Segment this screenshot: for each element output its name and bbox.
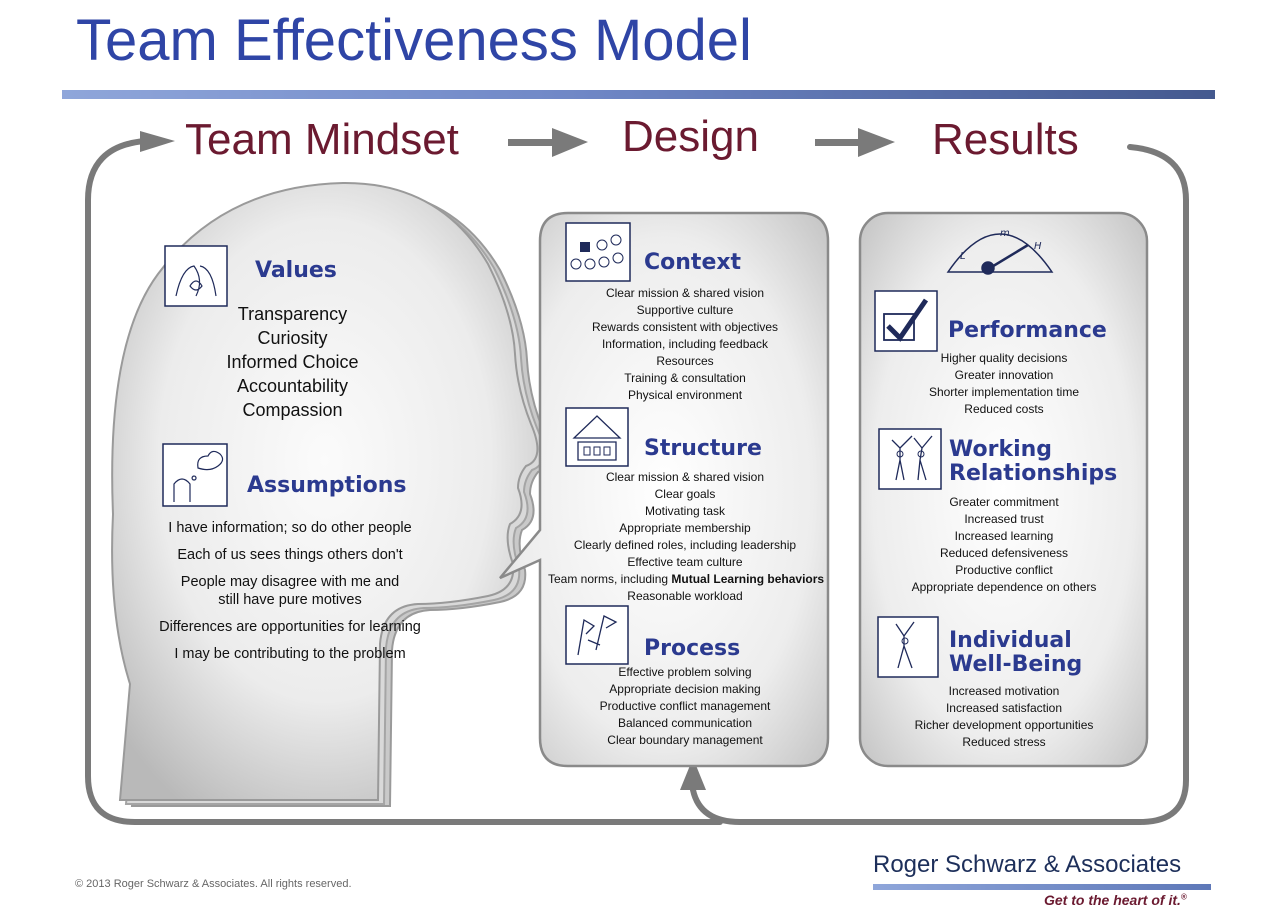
structure-list: Clear mission & shared vision Clear goal… xyxy=(548,469,825,605)
assumption-item: I have information; so do other people xyxy=(168,520,412,536)
context-title: Context xyxy=(644,250,742,275)
context-item: Rewards consistent with objectives xyxy=(591,320,779,334)
copyright-notice: © 2013 Roger Schwarz & Associates. All r… xyxy=(75,878,352,890)
checkbox-icon xyxy=(874,290,938,352)
context-item: Training & consultation xyxy=(624,371,746,385)
performance-item: Greater innovation xyxy=(954,368,1054,382)
values-item: Curiosity xyxy=(257,328,328,348)
performance-item: Higher quality decisions xyxy=(940,351,1068,365)
performance-item: Shorter implementation time xyxy=(928,385,1080,399)
stage-design: Design xyxy=(622,112,759,161)
thinking-person-icon xyxy=(162,443,228,507)
relationships-list: Greater commitment Increased trust Incre… xyxy=(874,494,1134,596)
relationships-title-line1: Working xyxy=(949,437,1053,462)
structure-title: Structure xyxy=(644,436,762,461)
structure-item: Effective team culture xyxy=(627,555,743,569)
context-item: Clear mission & shared vision xyxy=(605,286,765,300)
performance-item: Reduced costs xyxy=(964,402,1044,416)
structure-item: Reasonable workload xyxy=(627,589,743,603)
wellbeing-title: Individual Well-Being xyxy=(949,629,1082,677)
gauge-label-mid: m xyxy=(1000,228,1010,239)
assumptions-list: I have information; so do other people E… xyxy=(140,519,440,672)
person-arms-raised-icon xyxy=(877,616,939,678)
tagline: Get to the heart of it.® xyxy=(1044,892,1187,908)
page-title: Team Effectiveness Model xyxy=(76,8,752,73)
process-list: Effective problem solving Appropriate de… xyxy=(554,664,816,749)
assumption-item: People may disagree with me and still ha… xyxy=(180,574,400,608)
assumptions-title: Assumptions xyxy=(247,473,407,498)
wellbeing-list: Increased motivation Increased satisfact… xyxy=(874,683,1134,751)
relationships-item: Reduced defensiveness xyxy=(939,546,1069,560)
values-item: Accountability xyxy=(236,376,349,396)
hands-icon xyxy=(164,245,228,307)
trademark-symbol: ® xyxy=(1180,892,1187,902)
relationships-item: Greater commitment xyxy=(949,495,1059,509)
gauge-label-low: L xyxy=(960,251,966,262)
structure-item-norms: Team norms, including Mutual Learning be… xyxy=(548,571,825,588)
structure-item: Clear mission & shared vision xyxy=(605,470,765,484)
norms-bold: Mutual Learning behaviors xyxy=(671,572,825,586)
values-item: Transparency xyxy=(237,304,348,324)
process-item: Effective problem solving xyxy=(618,665,752,679)
context-item: Resources xyxy=(656,354,714,368)
house-icon xyxy=(565,407,629,467)
process-flags-icon xyxy=(565,605,629,665)
company-name: Roger Schwarz & Associates xyxy=(873,851,1182,878)
tagline-text: Get to the heart of it. xyxy=(1044,892,1181,908)
process-item: Balanced communication xyxy=(617,716,753,730)
process-item: Appropriate decision making xyxy=(609,682,761,696)
wellbeing-item: Increased motivation xyxy=(948,684,1060,698)
context-list: Clear mission & shared vision Supportive… xyxy=(554,285,816,404)
process-item: Clear boundary management xyxy=(607,733,763,747)
wellbeing-item: Reduced stress xyxy=(962,735,1046,749)
structure-item: Appropriate membership xyxy=(619,521,751,535)
context-item: Information, including feedback xyxy=(601,337,769,351)
wellbeing-title-line2: Well-Being xyxy=(949,651,1083,677)
values-title: Values xyxy=(255,258,337,283)
company-underline xyxy=(873,884,1211,890)
stage-team-mindset: Team Mindset xyxy=(185,115,459,164)
process-item: Productive conflict management xyxy=(599,699,771,713)
assumption-item: Each of us sees things others don't xyxy=(177,547,403,563)
relationships-title: Working Relationships xyxy=(949,438,1117,486)
context-item: Supportive culture xyxy=(636,303,734,317)
relationships-title-line2: Relationships xyxy=(949,460,1118,486)
gauge-label-high: H xyxy=(1034,241,1042,252)
wellbeing-title-line1: Individual xyxy=(949,628,1072,653)
structure-item: Clear goals xyxy=(654,487,716,501)
relationships-item: Increased learning xyxy=(954,529,1054,543)
context-item: Physical environment xyxy=(627,388,743,402)
relationships-item: Appropriate dependence on others xyxy=(911,580,1097,594)
structure-item: Clearly defined roles, including leaders… xyxy=(573,538,797,552)
process-title: Process xyxy=(644,636,741,661)
stage-arrow-2 xyxy=(815,128,895,157)
wellbeing-item: Increased satisfaction xyxy=(945,701,1063,715)
title-underline xyxy=(62,90,1215,99)
wellbeing-item: Richer development opportunities xyxy=(914,718,1094,732)
relationships-item: Productive conflict xyxy=(955,563,1053,577)
stage-results: Results xyxy=(932,115,1079,164)
gauge-icon xyxy=(946,233,1054,275)
assumption-item: I may be contributing to the problem xyxy=(174,646,406,662)
relationships-item: Increased trust xyxy=(964,512,1044,526)
stage-arrow-1 xyxy=(508,128,588,157)
values-item: Compassion xyxy=(242,400,343,420)
values-list: Transparency Curiosity Informed Choice A… xyxy=(190,302,395,422)
head-silhouette xyxy=(111,181,551,807)
context-grid-icon xyxy=(565,222,631,282)
loop-arrowhead-up xyxy=(680,758,706,790)
performance-list: Higher quality decisions Greater innovat… xyxy=(874,350,1134,418)
norms-prefix: Team norms, including xyxy=(548,572,672,586)
loop-arrowhead-right xyxy=(140,131,175,152)
feedback-loop-arrow xyxy=(85,138,1189,825)
assumption-item: Differences are opportunities for learni… xyxy=(159,619,421,635)
values-item: Informed Choice xyxy=(226,352,359,372)
people-celebrating-icon xyxy=(878,428,942,490)
structure-item: Motivating task xyxy=(644,504,726,518)
performance-title: Performance xyxy=(948,318,1107,343)
